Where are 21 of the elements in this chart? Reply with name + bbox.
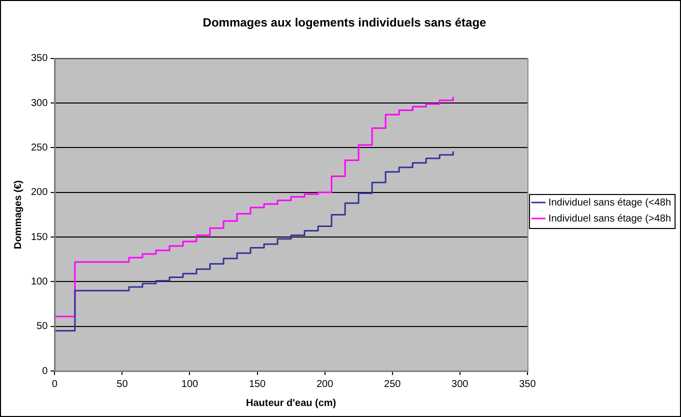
x-tick-label: 200: [316, 378, 334, 390]
chart-title: Dommages aux logements individuels sans étage: [202, 16, 487, 30]
legend-label: Individuel sans étage (>48h: [548, 213, 672, 224]
y-tick-label: 200: [30, 187, 48, 198]
x-tick-label: 50: [116, 378, 128, 390]
y-tick-label: 150: [30, 232, 48, 243]
x-tick-label: 0: [52, 378, 58, 390]
y-tick-label: 50: [36, 321, 48, 332]
legend-label: Individuel sans étage (<48h: [548, 197, 672, 208]
y-tick-label: 300: [30, 98, 48, 109]
x-axis-title: Hauteur d'eau (cm): [246, 398, 336, 409]
y-axis-title: Dommages (€): [12, 180, 24, 250]
y-tick-label: 100: [30, 276, 48, 288]
x-tick-label: 350: [519, 378, 536, 390]
x-tick-label: 300: [452, 378, 469, 390]
y-tick-label: 350: [30, 53, 48, 64]
x-tick-label: 100: [181, 378, 199, 390]
x-tick-label: 250: [384, 378, 402, 390]
y-tick-label: 250: [30, 142, 48, 154]
x-tick-label: 150: [248, 378, 266, 390]
y-tick-label: 0: [42, 366, 48, 377]
